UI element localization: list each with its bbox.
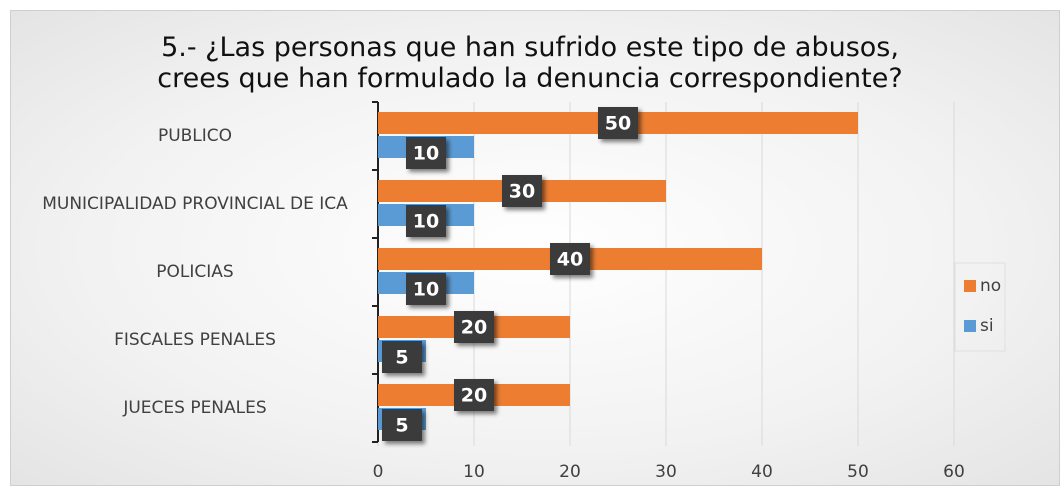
data-label: 40 <box>557 249 583 271</box>
legend-swatch <box>964 280 976 292</box>
data-label: 50 <box>605 113 631 135</box>
data-label: 10 <box>413 279 439 301</box>
x-tick-label: 0 <box>373 462 384 482</box>
data-label-box <box>406 273 446 305</box>
chart-title: 5.- ¿Las personas que han sufrido este t… <box>157 32 903 94</box>
data-label-box <box>382 409 422 441</box>
data-label: 10 <box>413 211 439 233</box>
legend-box <box>954 262 1006 352</box>
x-tick-label: 40 <box>751 462 773 482</box>
y-tick-label: MUNICIPALIDAD PROVINCIAL DE ICA <box>42 194 348 214</box>
data-label: 20 <box>461 385 487 407</box>
data-label-box <box>454 379 494 411</box>
x-tick-label: 20 <box>559 462 581 482</box>
legend-swatch <box>964 320 976 332</box>
data-label-box <box>382 341 422 373</box>
data-label-box <box>406 205 446 237</box>
x-tick-label: 50 <box>847 462 869 482</box>
legend-label: no <box>980 276 1001 296</box>
data-label: 5 <box>395 415 408 437</box>
data-label: 10 <box>413 143 439 165</box>
legend-label: si <box>980 316 994 336</box>
y-tick-label: FISCALES PENALES <box>114 330 276 350</box>
data-label: 5 <box>395 347 408 369</box>
y-tick-label: JUECES PENALES <box>123 398 267 418</box>
x-tick-label: 10 <box>463 462 485 482</box>
x-tick-label: 60 <box>943 462 965 482</box>
y-tick-label: POLICIAS <box>156 262 234 282</box>
data-label-box <box>454 311 494 343</box>
data-label-box <box>550 243 590 275</box>
y-tick-label: PUBLICO <box>157 126 233 146</box>
data-label: 20 <box>461 317 487 339</box>
data-label-box <box>406 137 446 169</box>
data-label-box <box>502 175 542 207</box>
x-tick-label: 30 <box>655 462 677 482</box>
data-label-box <box>598 107 638 139</box>
data-label: 30 <box>509 181 535 203</box>
